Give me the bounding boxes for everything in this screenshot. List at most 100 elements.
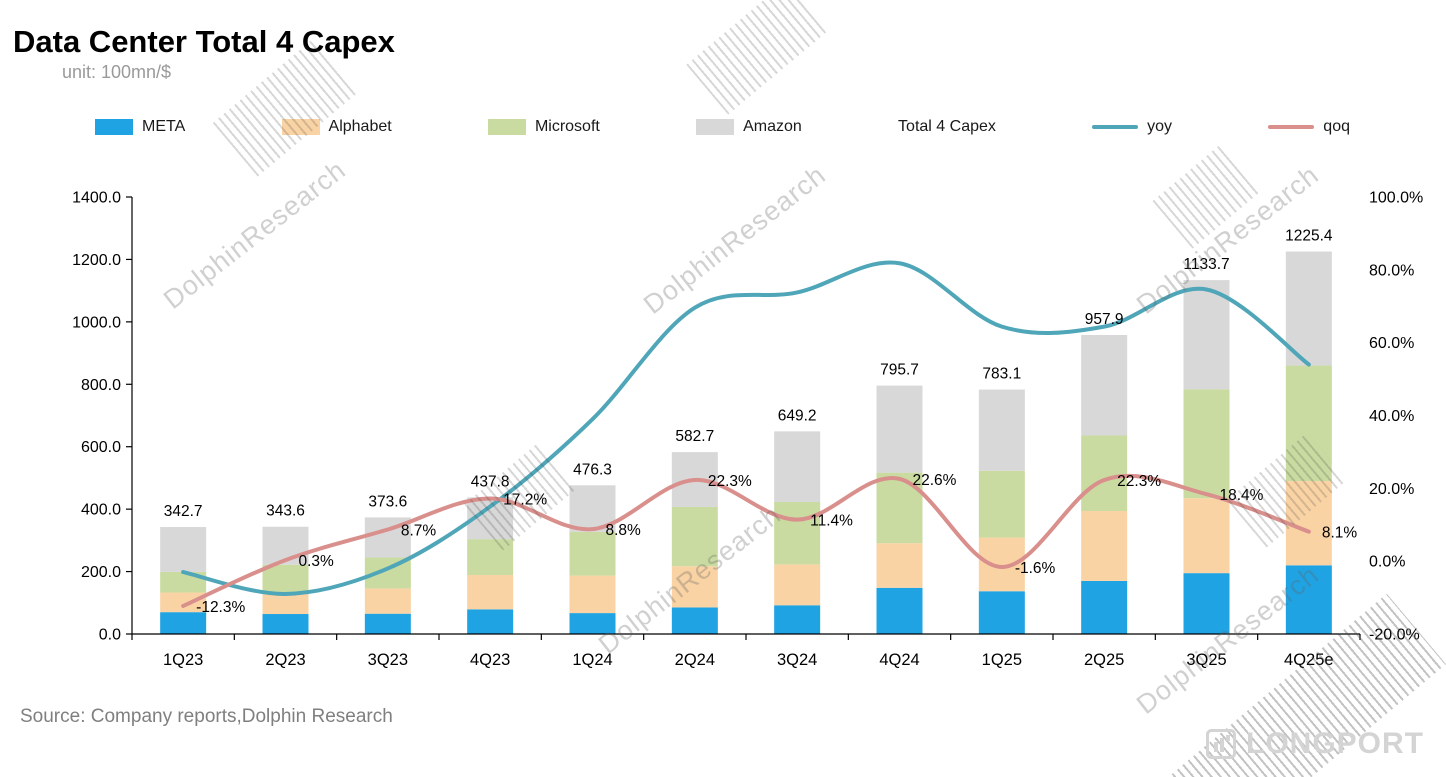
total-data-label: 783.1 xyxy=(982,366,1021,383)
bar-segment-meta-2Q23 xyxy=(262,614,309,634)
chart-unit-label: unit: 100mn/$ xyxy=(62,62,172,82)
total-data-label: 582.7 xyxy=(675,428,714,445)
right-axis-tick-label: 100.0% xyxy=(1369,190,1423,207)
longport-logo-icon xyxy=(1206,729,1236,759)
qoq-data-label: 8.1% xyxy=(1322,525,1358,542)
qoq-data-label: 17.2% xyxy=(503,492,547,509)
bar-segment-meta-4Q24 xyxy=(876,587,923,634)
qoq-data-label: 8.8% xyxy=(606,522,642,539)
bar-segment-amazon-3Q25 xyxy=(1183,280,1230,390)
bar-segment-amazon-4Q24 xyxy=(876,385,923,473)
x-axis-category-label: 2Q23 xyxy=(265,651,305,669)
bar-segment-alphabet-3Q23 xyxy=(364,588,411,614)
legend-label: qoq xyxy=(1323,118,1350,135)
qoq-data-label: 8.7% xyxy=(401,522,437,539)
bar-segment-meta-4Q25e xyxy=(1285,565,1332,634)
bar-segment-alphabet-4Q23 xyxy=(467,575,514,610)
qoq-data-label: 0.3% xyxy=(299,553,335,570)
longport-logo-text: LONGPORT xyxy=(1246,727,1424,760)
qoq-data-label: 11.4% xyxy=(810,513,853,530)
bar-segment-amazon-1Q25 xyxy=(978,389,1025,471)
chart-title: Data Center Total 4 Capex xyxy=(13,24,395,59)
longport-logo: LONGPORT xyxy=(1206,727,1424,761)
yoy-line xyxy=(181,260,1311,596)
bar-segment-alphabet-2Q25 xyxy=(1081,511,1128,581)
legend-label: yoy xyxy=(1147,118,1173,135)
right-axis-tick-label: 20.0% xyxy=(1369,481,1414,498)
bar-segment-microsoft-4Q25e xyxy=(1285,365,1332,482)
microsoft-swatch-icon xyxy=(487,119,526,135)
x-axis-category-label: 3Q25 xyxy=(1186,651,1226,669)
qoq-data-label: -1.6% xyxy=(1015,560,1056,577)
x-axis-category-label: 3Q24 xyxy=(777,651,817,669)
legend-item-meta: META xyxy=(95,118,185,136)
source-note: Source: Company reports,Dolphin Research xyxy=(20,706,393,727)
qoq-line-swatch-icon xyxy=(1268,125,1315,129)
right-axis-tick-label: 0.0% xyxy=(1369,554,1405,571)
total-data-label: 476.3 xyxy=(573,461,612,478)
bar-segment-meta-3Q24 xyxy=(774,605,821,634)
bar-segment-amazon-2Q25 xyxy=(1081,334,1128,436)
legend-label: Alphabet xyxy=(328,118,392,135)
bar-segment-alphabet-4Q24 xyxy=(876,543,923,588)
bar-segment-microsoft-3Q24 xyxy=(774,501,821,565)
bar-segment-meta-2Q25 xyxy=(1081,580,1128,634)
legend-label: META xyxy=(142,118,186,135)
bar-segment-meta-1Q25 xyxy=(978,591,1025,634)
bar-segment-microsoft-2Q25 xyxy=(1081,435,1128,512)
amazon-swatch-icon xyxy=(696,119,735,135)
bar-segment-microsoft-2Q23 xyxy=(262,564,309,593)
yoy-line-swatch-icon xyxy=(1092,125,1139,129)
left-axis-tick-label: 1000.0 xyxy=(72,314,121,331)
right-axis-tick-label: 80.0% xyxy=(1369,262,1414,279)
legend-item-qoq: qoq xyxy=(1268,118,1350,136)
bar-segment-alphabet-1Q23 xyxy=(160,592,207,613)
bar-segment-amazon-4Q25e xyxy=(1285,251,1332,366)
x-axis-category-label: 2Q25 xyxy=(1084,651,1124,669)
total-data-label: 373.6 xyxy=(368,493,407,510)
x-axis-category-label: 2Q24 xyxy=(675,651,715,669)
bar-segment-microsoft-1Q24 xyxy=(569,531,616,576)
bar-segment-alphabet-3Q24 xyxy=(774,564,821,606)
qoq-data-label: 22.3% xyxy=(1117,473,1161,490)
qoq-data-label: 18.4% xyxy=(1220,487,1264,504)
bar-segment-amazon-1Q23 xyxy=(160,527,207,572)
x-axis-category-label: 3Q23 xyxy=(368,651,408,669)
total-data-label: 437.8 xyxy=(471,473,510,490)
legend-item-alphabet: Alphabet xyxy=(281,118,392,136)
bar-segment-microsoft-4Q23 xyxy=(467,539,514,576)
total-data-label: 649.2 xyxy=(778,407,817,424)
x-axis-category-label: 1Q25 xyxy=(982,651,1022,669)
bar-segment-microsoft-1Q25 xyxy=(978,470,1025,538)
legend-item-microsoft: Microsoft xyxy=(487,118,600,136)
total-data-label: 957.9 xyxy=(1085,311,1124,328)
bar-segment-meta-1Q23 xyxy=(160,612,207,634)
qoq-data-label: -12.3% xyxy=(196,599,245,616)
right-axis-tick-label: 40.0% xyxy=(1369,408,1414,425)
x-axis-category-label: 4Q23 xyxy=(470,651,510,669)
left-axis-tick-label: 800.0 xyxy=(81,377,121,394)
x-axis-category-label: 1Q24 xyxy=(572,651,612,669)
left-axis-tick-label: 0.0 xyxy=(99,627,121,644)
x-axis-category-label: 4Q24 xyxy=(879,651,919,669)
alphabet-swatch-icon xyxy=(281,119,320,135)
right-axis-tick-label: 60.0% xyxy=(1369,335,1414,352)
legend-item-total-4-capex: Total 4 Capex xyxy=(898,118,996,136)
qoq-line xyxy=(181,473,1311,608)
legend-item-yoy: yoy xyxy=(1092,118,1172,136)
total-data-label: 1225.4 xyxy=(1285,228,1333,245)
meta-swatch-icon xyxy=(95,119,133,135)
bar-segment-amazon-3Q24 xyxy=(774,431,821,502)
bar-segment-alphabet-3Q25 xyxy=(1183,498,1230,574)
bar-segment-alphabet-2Q24 xyxy=(671,566,718,608)
total-data-label: 342.7 xyxy=(164,503,203,520)
left-axis-tick-label: 1200.0 xyxy=(72,252,121,269)
bar-segment-meta-2Q24 xyxy=(671,607,718,634)
bar-segment-meta-1Q24 xyxy=(569,613,616,634)
left-axis-tick-label: 600.0 xyxy=(81,439,121,456)
bar-segment-microsoft-3Q25 xyxy=(1183,389,1230,499)
bar-segment-meta-3Q23 xyxy=(364,613,411,634)
total-data-label: 795.7 xyxy=(880,362,919,379)
